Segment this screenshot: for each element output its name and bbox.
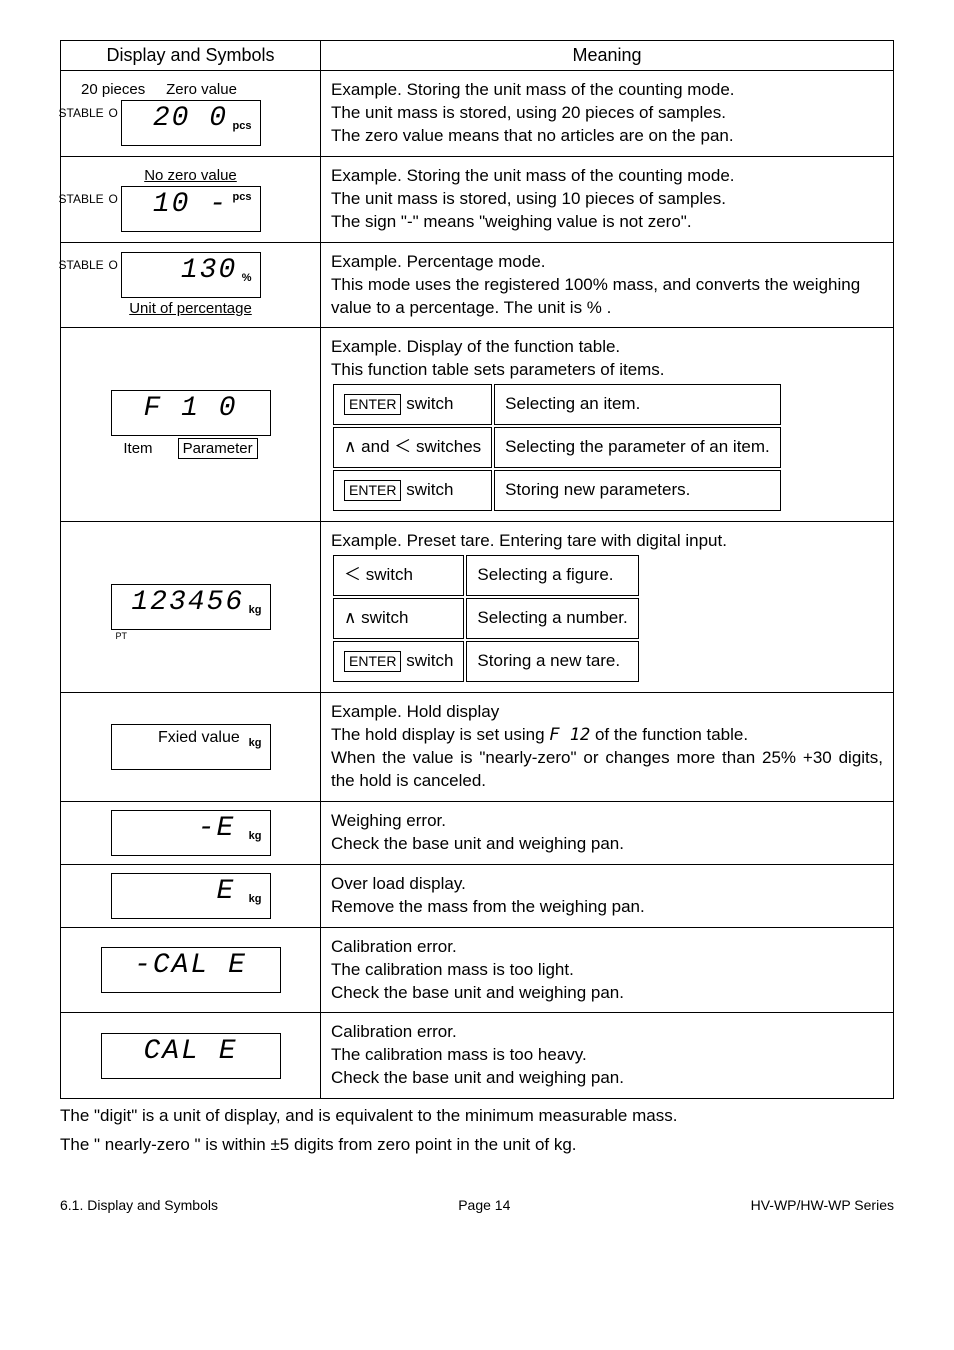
table-row: -E kg Weighing error. Check the base uni…	[61, 801, 894, 864]
footer-section: 6.1. Display and Symbols	[60, 1197, 218, 1213]
table-row: CAL E Calibration error. The calibration…	[61, 1013, 894, 1099]
lcd-display: 20 0 pcs	[121, 100, 261, 146]
table-row: F 1 0 Item Parameter Example. Display of…	[61, 328, 894, 522]
label-pieces: 20 pieces	[81, 81, 145, 98]
lcd-display: Fxied value kg	[111, 724, 271, 770]
label-parameter: Parameter	[178, 438, 258, 459]
zero-indicator: O	[109, 192, 118, 206]
meaning-cell: Example. Hold display The hold display i…	[321, 692, 894, 801]
label-item: Item	[123, 440, 152, 457]
zero-indicator: O	[109, 258, 118, 272]
stable-indicator: STABLE	[59, 192, 104, 206]
lcd-display: CAL E	[101, 1033, 281, 1079]
lcd-display: F 1 0	[111, 390, 271, 436]
stable-indicator: STABLE	[59, 258, 104, 272]
display-symbols-table: Display and Symbols Meaning 20 pieces Ze…	[60, 40, 894, 1099]
table-row: 20 pieces Zero value STABLE O 20 0 pcs E…	[61, 71, 894, 157]
meaning-cell: Example. Display of the function table. …	[321, 328, 894, 522]
meaning-cell: Example. Storing the unit mass of the co…	[321, 156, 894, 242]
zero-indicator: O	[109, 106, 118, 120]
pt-indicator: PT	[116, 631, 128, 641]
label-unit-percentage: Unit of percentage	[129, 300, 252, 317]
stable-indicator: STABLE	[59, 106, 104, 120]
meaning-cell: Weighing error. Check the base unit and …	[321, 801, 894, 864]
label-zero: Zero value	[166, 81, 237, 98]
lcd-display: -CAL E	[101, 947, 281, 993]
lcd-display: 10 - pcs	[121, 186, 261, 232]
meaning-cell: Example. Percentage mode. This mode uses…	[321, 242, 894, 328]
label-no-zero: No zero value	[144, 167, 237, 184]
table-row: -CAL E Calibration error. The calibratio…	[61, 927, 894, 1013]
table-row: E kg Over load display. Remove the mass …	[61, 864, 894, 927]
fixed-value-label: Fxied value	[158, 729, 240, 746]
table-row: 123456 kg PT Example. Preset tare. Enter…	[61, 522, 894, 693]
meaning-cell: Calibration error. The calibration mass …	[321, 927, 894, 1013]
lcd-display: 130 %	[121, 252, 261, 298]
footnote-nearly-zero: The " nearly-zero " is within ±5 digits …	[60, 1134, 894, 1157]
meaning-cell: Example. Preset tare. Entering tare with…	[321, 522, 894, 693]
table-row: Fxied value kg Example. Hold display The…	[61, 692, 894, 801]
footer-page: Page 14	[458, 1197, 510, 1213]
header-col1: Display and Symbols	[61, 41, 321, 71]
lcd-display: -E kg	[111, 810, 271, 856]
lcd-display: 123456 kg PT	[111, 584, 271, 630]
table-row: No zero value STABLE O 10 - pcs Example.…	[61, 156, 894, 242]
meaning-cell: Example. Storing the unit mass of the co…	[321, 71, 894, 157]
lcd-display: E kg	[111, 873, 271, 919]
header-col2: Meaning	[321, 41, 894, 71]
page-footer: 6.1. Display and Symbols Page 14 HV-WP/H…	[60, 1197, 894, 1213]
meaning-cell: Calibration error. The calibration mass …	[321, 1013, 894, 1099]
meaning-cell: Over load display. Remove the mass from …	[321, 864, 894, 927]
footer-series: HV-WP/HW-WP Series	[751, 1197, 894, 1213]
footnote-digit: The "digit" is a unit of display, and is…	[60, 1105, 894, 1128]
table-row: STABLE O 130 % Unit of percentage Exampl…	[61, 242, 894, 328]
